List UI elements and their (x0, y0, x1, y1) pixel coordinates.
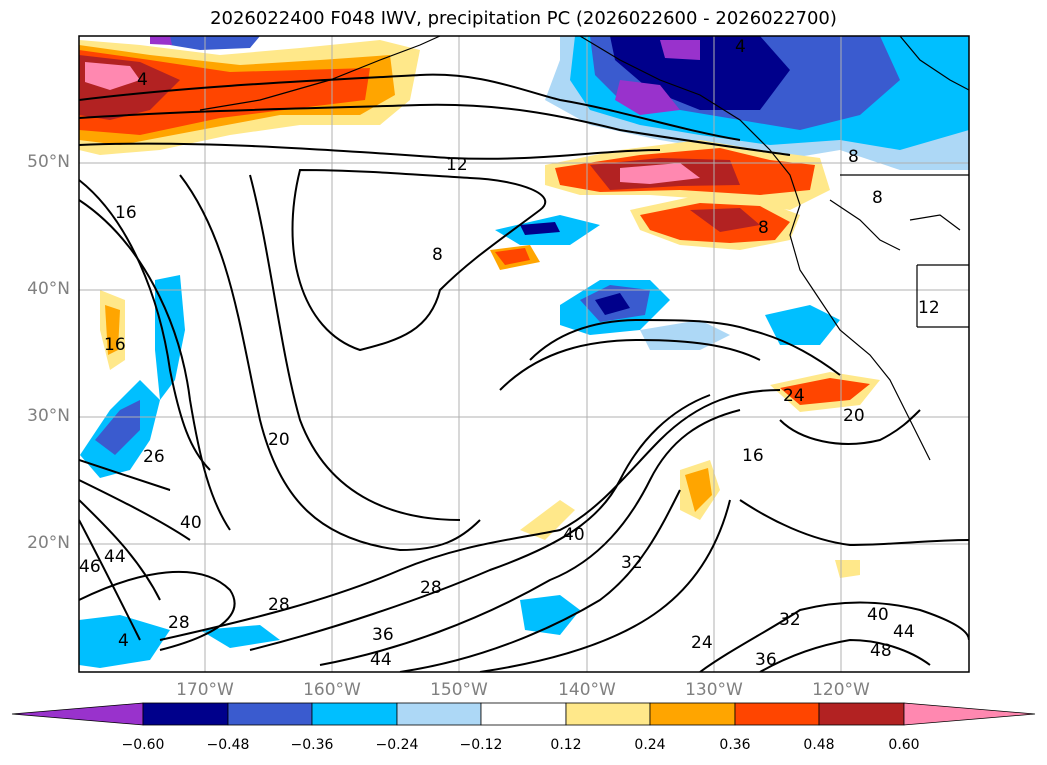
precip-patch (765, 305, 840, 345)
precip-patch (690, 208, 760, 232)
contour-label: 28 (168, 613, 190, 633)
coastline (199, 36, 969, 461)
precip-patch (150, 36, 172, 45)
colorbar-segment (818, 702, 905, 726)
contour-label: 28 (268, 595, 290, 615)
contour-label: 46 (79, 557, 101, 577)
lon-tick-label: 160°W (303, 680, 361, 700)
precip-patch (520, 595, 580, 635)
colorbar-segment (11, 702, 144, 726)
contour-label: 16 (104, 335, 126, 355)
contour-label: 8 (848, 147, 859, 167)
contour-label: 8 (758, 218, 769, 238)
contour-label: 4 (118, 631, 129, 651)
contour-label: 44 (104, 547, 126, 567)
contour-label: 32 (779, 610, 801, 630)
contour-label: 44 (893, 622, 915, 642)
lon-tick-label: 130°W (685, 680, 743, 700)
contour-label: 26 (143, 447, 165, 467)
contour-label: 44 (370, 650, 392, 670)
precip-patch (780, 378, 870, 405)
contour-label: 48 (870, 641, 892, 661)
precip-patch (200, 625, 280, 648)
lon-tick-label: 170°W (176, 680, 234, 700)
lon-tick-label: 140°W (558, 680, 616, 700)
iwv-contours (79, 73, 969, 672)
plot-frame (78, 35, 970, 673)
precip-patch (615, 80, 680, 115)
colorbar-tick-label: −0.24 (375, 737, 419, 753)
precip-patch (685, 468, 712, 512)
contour-label: 28 (420, 578, 442, 598)
colorbar-segment (734, 702, 820, 726)
contour-label: 36 (755, 650, 777, 670)
grid-lines (79, 36, 969, 672)
precip-patch (170, 36, 260, 50)
lat-tick-label: 40°N (27, 279, 70, 299)
contour-label: 8 (432, 245, 443, 265)
colorbar-tick-label: 0.60 (888, 737, 920, 753)
colorbar-segment (565, 702, 651, 726)
precip-patch (595, 293, 630, 315)
contour-label: 16 (115, 203, 137, 223)
colorbar-segment (396, 702, 482, 726)
contour-label: 40 (563, 525, 585, 545)
contour-label: 24 (691, 633, 713, 653)
precip-patch (520, 222, 560, 235)
contour-label: 24 (783, 386, 805, 406)
precip-patch (520, 500, 575, 540)
colorbar-tick-label: −0.12 (459, 737, 503, 753)
lon-tick-label: 150°W (430, 680, 488, 700)
precip-patch (85, 62, 140, 90)
precip-patch (660, 40, 700, 60)
colorbar-tick-label: 0.36 (719, 737, 751, 753)
colorbar-tick-label: −0.36 (290, 737, 334, 753)
precip-patch (95, 400, 140, 455)
contour-label: 32 (621, 553, 643, 573)
colorbar (11, 702, 1036, 726)
contour-label: 36 (372, 625, 394, 645)
contour-label: 8 (872, 188, 883, 208)
precip-patch (79, 615, 170, 668)
lat-tick-label: 50°N (27, 152, 70, 172)
colorbar-segment (903, 702, 1036, 726)
colorbar-segment (480, 702, 567, 726)
lat-tick-label: 20°N (27, 533, 70, 553)
precip-patch (495, 248, 530, 265)
contour-label: 20 (268, 430, 290, 450)
contour-label: 40 (867, 605, 889, 625)
contour-label: 12 (918, 298, 940, 318)
precip-patch (835, 560, 860, 578)
colorbar-tick-label: 0.48 (803, 737, 835, 753)
colorbar-tick-label: −0.48 (206, 737, 250, 753)
colorbar-tick-label: 0.12 (550, 737, 582, 753)
colorbar-segment (311, 702, 398, 726)
contour-label: 4 (137, 70, 148, 90)
precip-patch (640, 320, 730, 350)
precip-patch (155, 275, 185, 400)
colorbar-tick-label: −0.60 (121, 737, 165, 753)
precip-fill-layer (79, 36, 969, 668)
precip-patch (105, 305, 120, 355)
colorbar-tick-label: 0.24 (634, 737, 666, 753)
contour-label: 16 (742, 446, 764, 466)
colorbar-segment (142, 702, 229, 726)
contour-label-group: 4 4 8 8 8 8 12 12 16 16 16 20 20 24 24 2… (79, 37, 940, 670)
colorbar-segment (649, 702, 736, 726)
colorbar-segment (227, 702, 313, 726)
lon-tick-label: 120°W (812, 680, 870, 700)
lat-tick-label: 30°N (27, 406, 70, 426)
contour-label: 40 (180, 513, 202, 533)
chart-title: 2026022400 F048 IWV, precipitation PC (2… (210, 8, 837, 29)
contour-label: 20 (843, 406, 865, 426)
precip-patch (620, 163, 700, 184)
contour-label: 12 (446, 155, 468, 175)
contour-label: 4 (735, 37, 746, 57)
